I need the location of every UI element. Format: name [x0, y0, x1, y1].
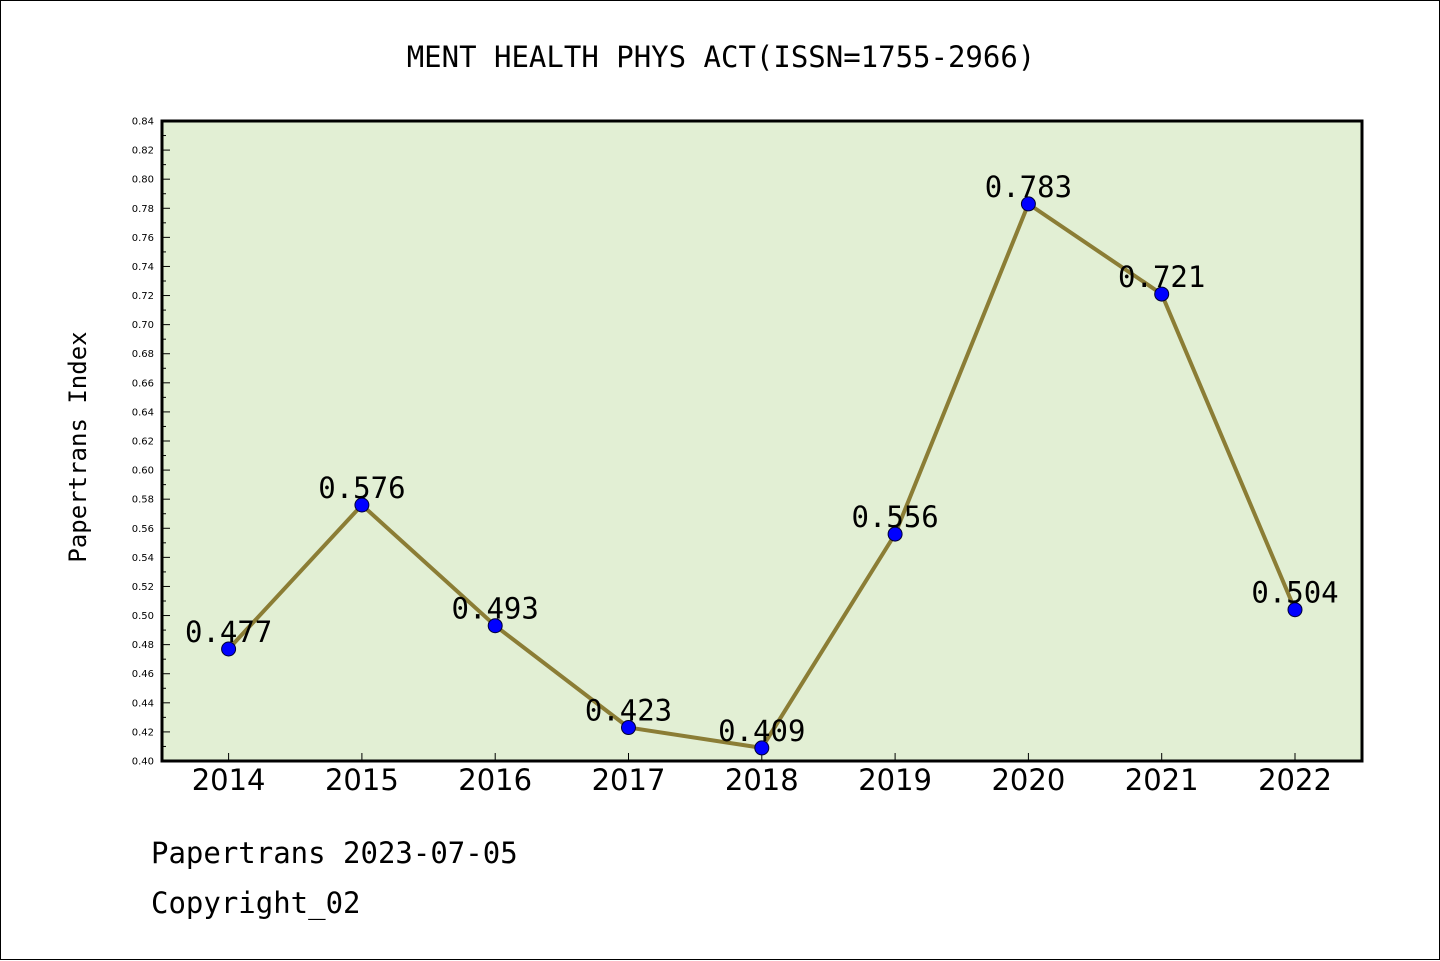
x-tick-label: 2016: [458, 763, 532, 797]
data-label: 0.477: [185, 615, 272, 649]
x-tick-label: 2014: [192, 763, 266, 797]
footer-copyright-line: Copyright_02: [151, 886, 361, 920]
y-tick-label: 0.56: [132, 524, 154, 535]
y-tick-label: 0.54: [132, 553, 154, 564]
y-tick-label: 0.50: [132, 611, 154, 622]
data-point: [1154, 286, 1170, 302]
data-label: 0.504: [1251, 576, 1338, 610]
y-tick-label: 0.68: [132, 349, 154, 360]
data-label: 0.409: [718, 714, 805, 748]
data-point: [354, 497, 370, 513]
y-tick-label: 0.48: [132, 640, 154, 651]
footer-date-line: Papertrans 2023-07-05: [151, 836, 518, 870]
y-tick-label: 0.58: [132, 495, 154, 506]
y-tick-label: 0.76: [132, 233, 154, 244]
data-point: [621, 720, 636, 736]
data-label: 0.493: [452, 592, 539, 626]
data-point: [887, 526, 903, 542]
y-tick-label: 0.78: [132, 204, 154, 215]
data-label: 0.576: [318, 471, 405, 505]
x-tick-label: 2021: [1125, 763, 1199, 797]
y-tick-label: 0.66: [132, 378, 154, 389]
data-labels: 0.477 0.576 0.493 0.423 0.409 0.556 0.783 0.721…: [185, 170, 1339, 748]
plot-area: [160, 119, 1364, 763]
data-point: [487, 618, 503, 634]
y-tick-label: 0.82: [132, 146, 154, 157]
y-tick-label: 0.74: [132, 262, 154, 273]
x-tick-label: 2019: [858, 763, 932, 797]
y-tick-label: 0.52: [132, 582, 154, 593]
data-point: [221, 641, 237, 657]
y-tick-label: 0.80: [132, 175, 154, 186]
chart-title: MENT HEALTH PHYS ACT(ISSN=1755-2966): [407, 40, 1036, 74]
y-tick-label: 0.44: [132, 698, 154, 709]
data-point: [1287, 602, 1303, 618]
data-point: [754, 740, 770, 756]
x-tick-label: 2022: [1258, 763, 1332, 797]
y-axis-label: Papertrans Index: [64, 331, 92, 562]
data-label: 0.721: [1118, 260, 1205, 294]
x-tick-label: 2018: [725, 763, 799, 797]
y-tick-label: 0.84: [132, 117, 154, 128]
data-series: [221, 196, 1303, 756]
x-tick-label: 2020: [991, 763, 1065, 797]
y-axis: 0.40 0.42 0.44 0.46 0.48 0.50 0.52 0.54 0.56 0.58…: [132, 117, 170, 768]
y-tick-label: 0.40: [132, 757, 154, 768]
y-tick-label: 0.72: [132, 291, 154, 302]
data-label: 0.556: [851, 500, 938, 534]
x-tick-label: 2015: [325, 763, 399, 797]
y-tick-label: 0.64: [132, 407, 154, 418]
x-tick-label: 2017: [592, 763, 666, 797]
y-tick-label: 0.62: [132, 437, 154, 448]
y-tick-label: 0.70: [132, 320, 154, 331]
y-tick-label: 0.46: [132, 669, 154, 680]
data-point: [1020, 196, 1036, 212]
x-axis: 2014 2015 2016 2017 2018 2019 2020 2021 2022: [192, 753, 1332, 797]
y-tick-label: 0.42: [132, 727, 154, 738]
data-label: 0.783: [985, 170, 1072, 204]
y-tick-label: 0.60: [132, 466, 154, 477]
data-label: 0.423: [585, 694, 672, 728]
